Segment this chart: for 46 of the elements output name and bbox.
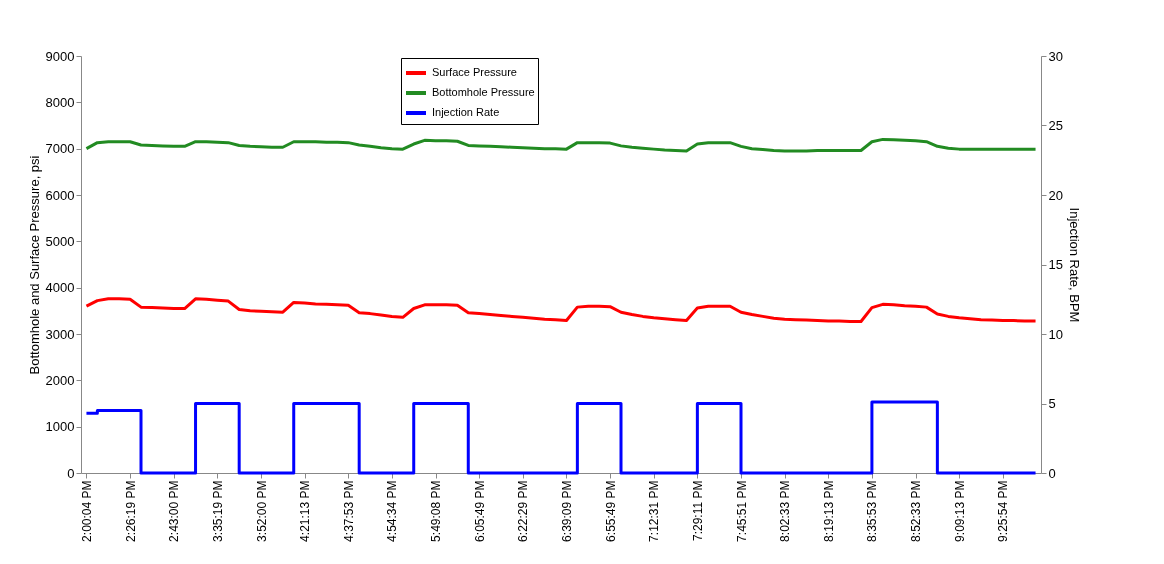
y2-tick-label: 25 [1048,118,1063,133]
y2-axis-title: Injection Rate, BPM [1066,207,1082,323]
legend-label: Surface Pressure [432,66,517,78]
legend-label: Bottomhole Pressure [432,86,535,98]
y-tick-label: 3000 [45,326,75,342]
x-tick-label: 7:29:11 PM [690,480,705,541]
x-tick-label: 3:52:00 PM [254,480,269,542]
y-tick-label: 2000 [45,372,75,388]
y2-tick-label: 30 [1048,48,1063,64]
y2-tick-label: 10 [1048,326,1063,342]
x-tick-label: 4:37:53 PM [341,480,356,542]
y-tick-label: 9000 [45,48,75,64]
legend-label: Injection Rate [432,106,500,118]
x-tick-label: 6:39:09 PM [559,480,574,542]
y-tick-label: 8000 [45,94,75,110]
y-tick-label: 1000 [45,419,75,435]
x-tick-label: 6:05:49 PM [472,480,487,542]
line-series [84,297,1038,323]
y2-tick-label: 0 [1048,465,1056,481]
x-tick-label: 2:43:00 PM [167,480,182,542]
y-axis-title: Bottomhole and Surface Pressure, psi [26,155,42,375]
x-tick-label: 9:09:13 PM [952,480,967,542]
x-tick-label: 8:02:33 PM [778,480,793,542]
x-tick-label: 2:00:04 PM [79,480,94,542]
x-tick-label: 6:22:29 PM [516,480,531,542]
y-tick-label: 6000 [45,187,75,203]
x-tick-label: 2:26:19 PM [123,480,138,542]
y-tick-label: 7000 [45,141,75,157]
x-tick-label: 8:52:33 PM [909,480,924,542]
y-tick-label: 5000 [45,233,75,249]
y-tick-label: 0 [67,465,75,481]
x-tick-label: 8:19:13 PM [821,480,836,542]
y2-tick-label: 5 [1048,396,1056,411]
x-tick-label: 4:54:34 PM [385,480,400,542]
line-series [84,137,1038,153]
x-tick-label: 7:12:31 PM [647,480,662,542]
y2-tick-label: 20 [1048,187,1063,203]
x-tick-label: 4:21:13 PM [298,480,313,542]
x-tick-label: 3:35:19 PM [210,480,225,542]
x-tick-label: 6:55:49 PM [603,480,618,542]
x-tick-label: 9:25:54 PM [996,480,1011,542]
y-tick-label: 4000 [45,280,75,296]
x-tick-label: 8:35:53 PM [865,480,880,542]
y2-tick-label: 15 [1048,257,1063,272]
x-tick-label: 7:45:51 PM [734,480,749,542]
x-tick-label: 5:49:08 PM [429,480,444,542]
